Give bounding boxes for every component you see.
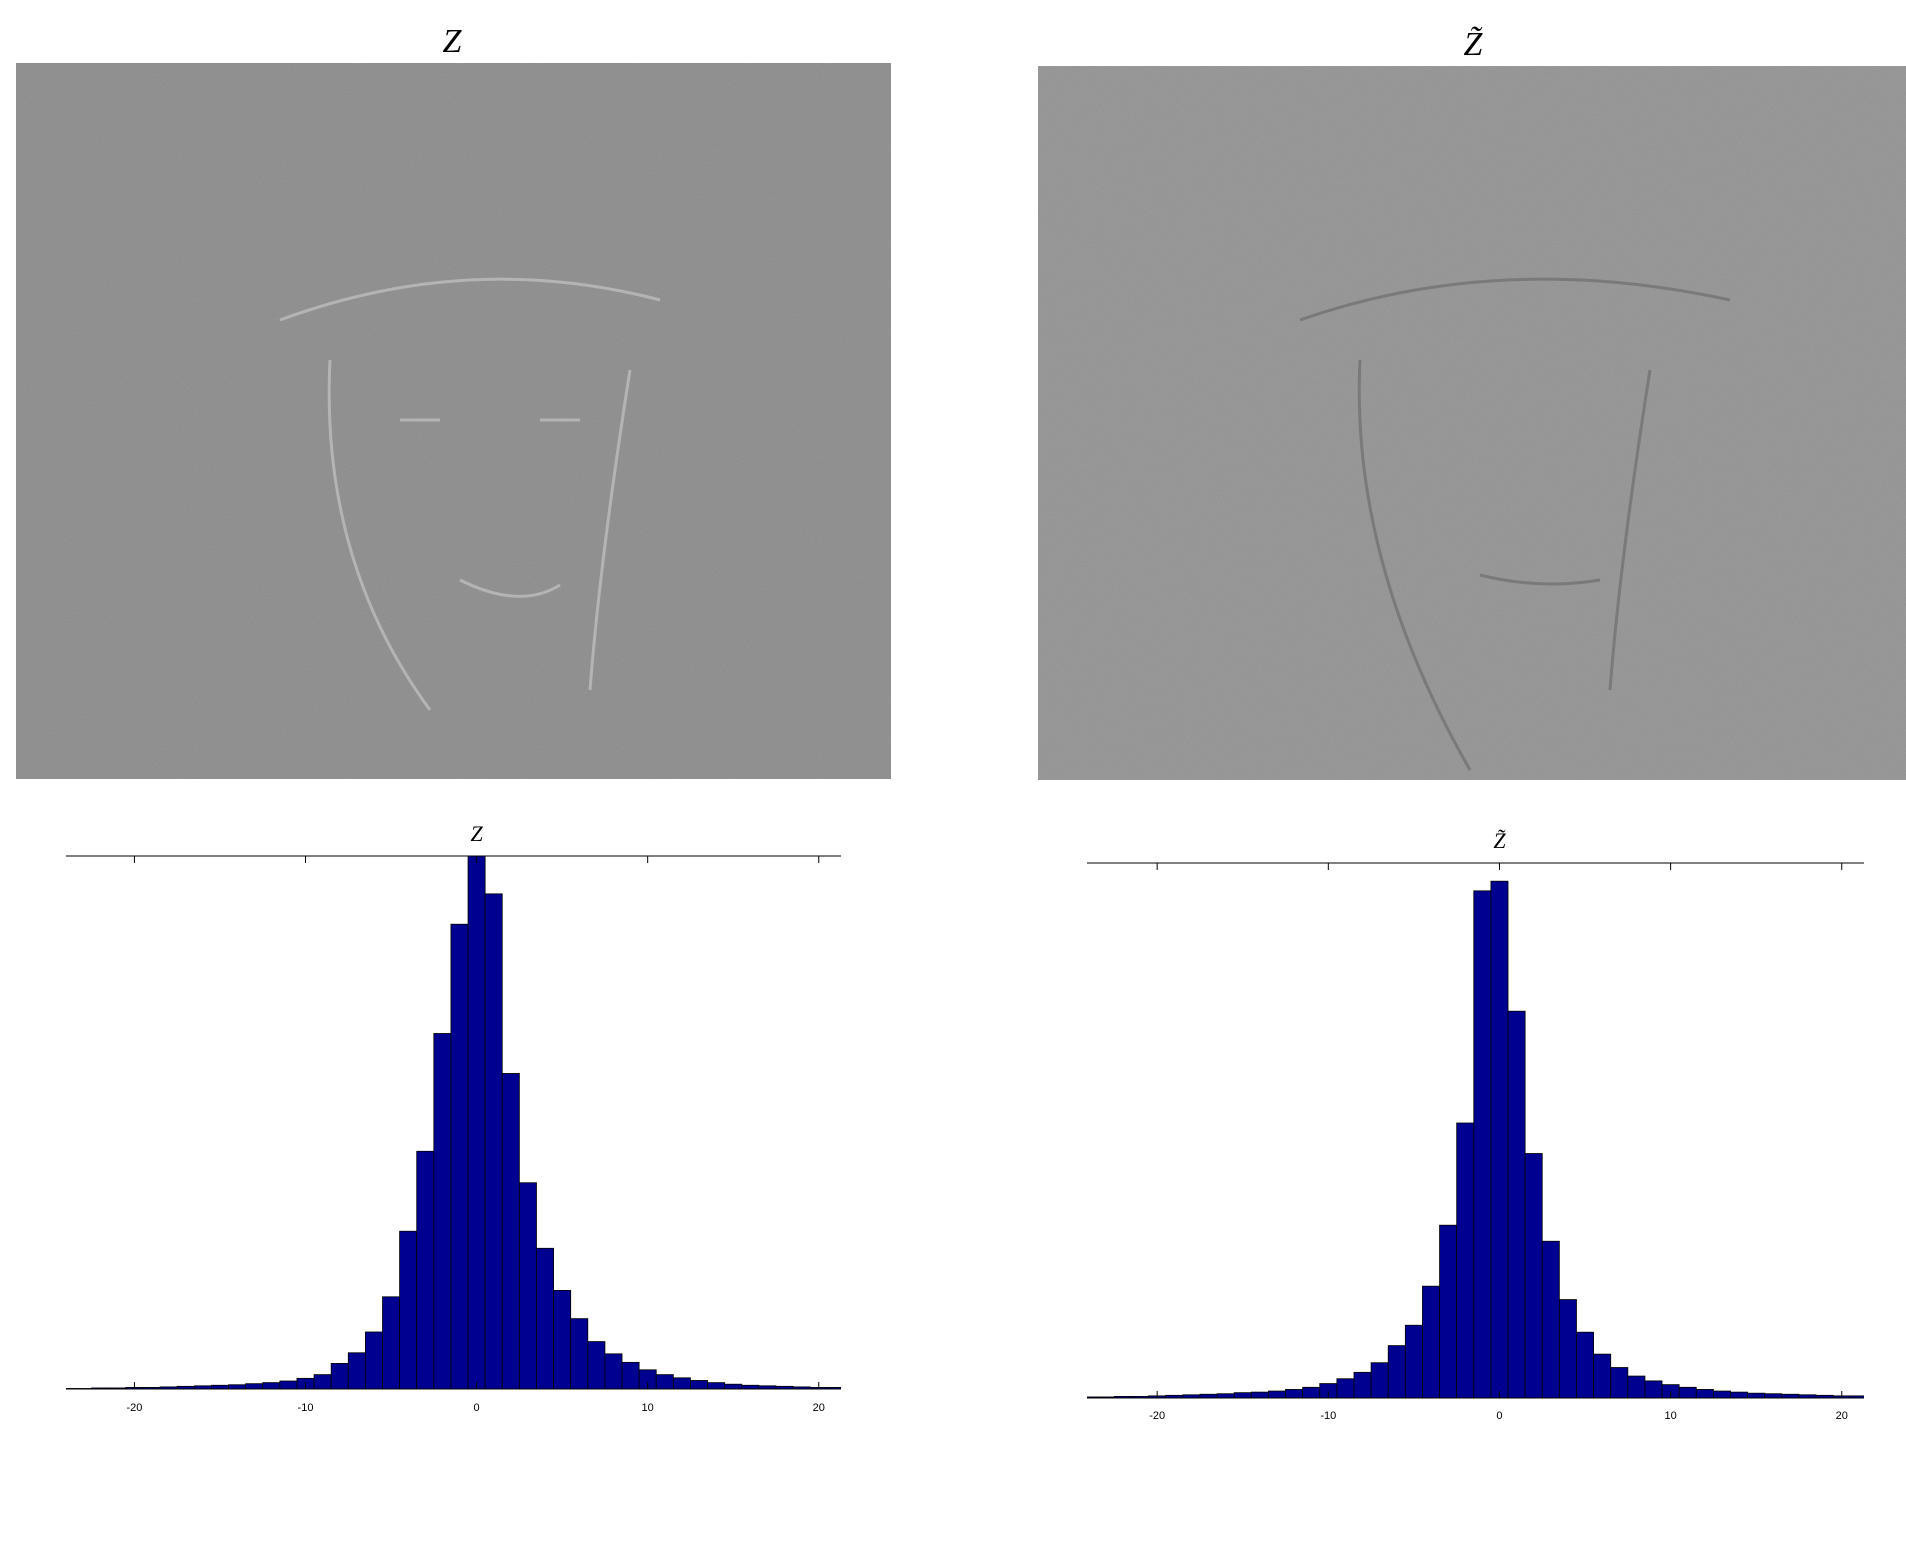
bar	[1405, 1325, 1422, 1398]
bar	[1337, 1379, 1354, 1398]
bar	[400, 1231, 417, 1389]
bar	[673, 1378, 690, 1389]
bar	[314, 1375, 331, 1389]
bar	[1234, 1393, 1251, 1398]
bar	[246, 1384, 263, 1389]
bar	[1594, 1354, 1611, 1398]
bar	[1474, 891, 1491, 1398]
bar	[519, 1183, 536, 1389]
bar	[708, 1383, 725, 1389]
bar	[690, 1380, 707, 1389]
bar	[383, 1297, 400, 1389]
bar	[365, 1332, 382, 1389]
bar	[1457, 1123, 1474, 1398]
x-tick-label: 10	[642, 1402, 654, 1414]
bar	[1731, 1392, 1748, 1398]
bar	[1440, 1225, 1457, 1398]
bar	[468, 856, 485, 1389]
x-tick-label: 0	[474, 1402, 480, 1414]
bar	[554, 1290, 571, 1389]
bar	[622, 1362, 639, 1389]
bar	[1200, 1394, 1217, 1398]
image-panel: Z̃	[1038, 26, 1906, 780]
bar	[280, 1381, 297, 1389]
x-tick-label: -20	[1149, 1410, 1165, 1422]
x-tick-label: 10	[1664, 1410, 1676, 1422]
bar	[1611, 1368, 1628, 1398]
bar	[1508, 1011, 1525, 1398]
bar	[725, 1384, 742, 1389]
bars	[1080, 881, 1867, 1398]
x-tick-label: 0	[1496, 1410, 1502, 1422]
bar	[451, 924, 468, 1389]
bar	[1696, 1389, 1713, 1398]
bar	[742, 1385, 759, 1389]
bar	[605, 1354, 622, 1389]
bar	[1268, 1391, 1285, 1398]
bar	[1388, 1346, 1405, 1398]
bar	[1217, 1394, 1234, 1398]
bar	[1525, 1154, 1542, 1398]
bar	[656, 1375, 673, 1389]
bar	[485, 894, 502, 1389]
bar	[1559, 1300, 1576, 1398]
x-tick-label: -10	[298, 1402, 314, 1414]
x-tick-label: -20	[126, 1402, 142, 1414]
bar	[263, 1383, 280, 1389]
bar	[1765, 1394, 1782, 1398]
bar	[588, 1342, 605, 1389]
x-tick-label: -10	[1320, 1410, 1336, 1422]
bar	[1645, 1381, 1662, 1398]
bar	[1422, 1286, 1439, 1398]
bar	[1576, 1332, 1593, 1398]
bar	[1371, 1363, 1388, 1398]
x-tick-label: 20	[813, 1402, 825, 1414]
bar	[1251, 1392, 1268, 1398]
bars	[57, 856, 844, 1389]
bar	[1713, 1391, 1730, 1398]
bar	[1303, 1387, 1320, 1398]
bar	[1354, 1372, 1371, 1398]
bar	[1748, 1393, 1765, 1398]
bar	[331, 1363, 348, 1389]
bar	[502, 1073, 519, 1389]
histogram: -20 -10 0 10 20 Z̃	[1080, 828, 1867, 1422]
image-title: Z	[443, 23, 463, 60]
bar	[229, 1385, 246, 1389]
bar	[211, 1385, 228, 1389]
bar	[536, 1248, 553, 1389]
bar	[1286, 1389, 1303, 1398]
chart-title: Z	[470, 821, 483, 846]
image-panel: Z	[16, 23, 891, 779]
x-tick-label: 20	[1836, 1410, 1848, 1422]
bar	[1542, 1241, 1559, 1398]
bar	[1491, 881, 1508, 1398]
image-title: Z̃	[1464, 26, 1484, 63]
bar	[434, 1033, 451, 1389]
figure: Z Z̃ -20 -10 0 10 20 Z -20 -10 0 10 20 Z̃	[0, 0, 1906, 1547]
bar	[348, 1353, 365, 1389]
chart-title: Z̃	[1493, 828, 1506, 853]
bar	[1628, 1376, 1645, 1398]
bar	[417, 1151, 434, 1389]
bar	[1782, 1394, 1799, 1398]
bar	[571, 1319, 588, 1389]
histogram: -20 -10 0 10 20 Z	[57, 821, 844, 1414]
bar	[1679, 1387, 1696, 1398]
